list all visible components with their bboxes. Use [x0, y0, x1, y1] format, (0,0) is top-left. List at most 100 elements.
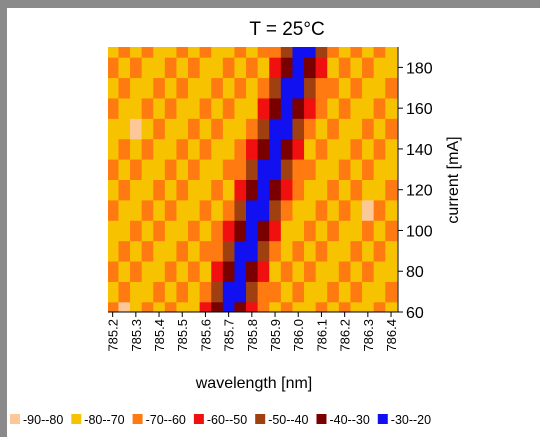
heatmap-cell: [188, 159, 201, 180]
heatmap-cell: [199, 97, 212, 119]
heatmap-cell: [153, 57, 166, 79]
heatmap-cell: [118, 97, 131, 119]
heatmap-cell: [385, 240, 398, 262]
heatmap-cell: [338, 47, 351, 58]
heatmap-cell: [222, 77, 235, 99]
x-tick-label: 785.5: [175, 319, 190, 352]
heatmap-cell: [385, 138, 398, 160]
heatmap-cell: [246, 220, 259, 242]
heatmap-cell: [153, 179, 166, 201]
heatmap-cell: [199, 47, 212, 58]
heatmap-cell: [327, 138, 340, 160]
heatmap-cell: [164, 47, 177, 58]
heatmap-cell: [211, 240, 224, 262]
heatmap-cell: [199, 159, 212, 180]
heatmap-cell: [257, 77, 270, 99]
heatmap-cell: [211, 159, 224, 180]
heatmap-cell: [118, 159, 131, 180]
heatmap-cell: [338, 220, 351, 242]
heatmap-cell: [338, 77, 351, 99]
heatmap-cell: [373, 47, 386, 58]
heatmap-cell: [362, 301, 375, 312]
heatmap-cell: [362, 77, 375, 99]
heatmap-cell: [176, 240, 189, 262]
heatmap-cell: [257, 118, 270, 140]
heatmap-cell: [362, 97, 375, 119]
heatmap-cell: [327, 281, 340, 303]
heatmap-cell: [315, 97, 328, 119]
heatmap-cell: [385, 57, 398, 79]
heatmap-cell: [188, 138, 201, 160]
heatmap-cell: [176, 199, 189, 221]
heatmap-cell: [234, 281, 247, 303]
y-tick-label: 140: [406, 142, 433, 159]
heatmap-cell: [188, 77, 201, 99]
legend-swatch: [10, 414, 20, 424]
heatmap-cell: [304, 77, 317, 99]
heatmap-cell: [338, 261, 351, 282]
heatmap-cell: [246, 77, 259, 99]
heatmap-cell: [153, 138, 166, 160]
heatmap-cell: [315, 77, 328, 99]
heatmap-cell: [164, 159, 177, 180]
heatmap-cell: [315, 138, 328, 160]
heatmap-cell: [118, 179, 131, 201]
y-tick-label: 120: [406, 183, 433, 200]
heatmap-cell: [141, 159, 154, 180]
heatmap-cell: [280, 240, 293, 262]
x-tick-label: 785.9: [268, 319, 283, 352]
heatmap-cell: [350, 240, 363, 262]
heatmap-cell: [153, 261, 166, 282]
heatmap-cell: [164, 118, 177, 140]
heatmap-cell: [130, 281, 143, 303]
heatmap-cell: [141, 77, 154, 99]
heatmap-cell: [280, 97, 293, 119]
heatmap-cell: [153, 220, 166, 242]
heatmap-cell: [246, 179, 259, 201]
heatmap-cell: [292, 159, 305, 180]
heatmap-cell: [257, 261, 270, 282]
heatmap-cell: [234, 77, 247, 99]
heatmap-cell: [211, 281, 224, 303]
heatmap-cell: [164, 240, 177, 262]
heatmap-cell: [327, 97, 340, 119]
heatmap-cell: [108, 159, 119, 180]
heatmap-cell: [304, 179, 317, 201]
heatmap-cell: [246, 118, 259, 140]
heatmap-cell: [362, 138, 375, 160]
heatmap-cell: [327, 77, 340, 99]
heatmap-cell: [222, 57, 235, 79]
heatmap-cell: [153, 281, 166, 303]
heatmap-cell: [188, 97, 201, 119]
heatmap-cell: [350, 118, 363, 140]
legend-label: -90--80: [23, 413, 63, 427]
heatmap-cell: [108, 199, 119, 221]
heatmap-cell: [118, 138, 131, 160]
heatmap-cell: [118, 118, 131, 140]
x-tick-label: 785.8: [245, 319, 260, 352]
heatmap-cell: [222, 138, 235, 160]
heatmap-cell: [188, 240, 201, 262]
heatmap-cell: [234, 240, 247, 262]
heatmap-cell: [234, 199, 247, 221]
heatmap-cell: [211, 179, 224, 201]
heatmap-cell: [280, 301, 293, 312]
heatmap-cell: [246, 57, 259, 79]
heatmap-cell: [269, 240, 282, 262]
heatmap-cell: [153, 240, 166, 262]
heatmap-cell: [108, 281, 119, 303]
heatmap-cell: [280, 179, 293, 201]
heatmap-cell: [246, 301, 259, 312]
heatmap-cell: [130, 77, 143, 99]
heatmap-cell: [130, 97, 143, 119]
heatmap-cell: [211, 138, 224, 160]
heatmap-cell: [280, 138, 293, 160]
heatmap-cell: [108, 77, 119, 99]
heatmap-cell: [373, 261, 386, 282]
heatmap-cell: [362, 47, 375, 58]
heatmap-cell: [176, 57, 189, 79]
heatmap-cell: [338, 138, 351, 160]
heatmap-cell: [211, 261, 224, 282]
heatmap-cell: [141, 199, 154, 221]
heatmap-cell: [280, 281, 293, 303]
